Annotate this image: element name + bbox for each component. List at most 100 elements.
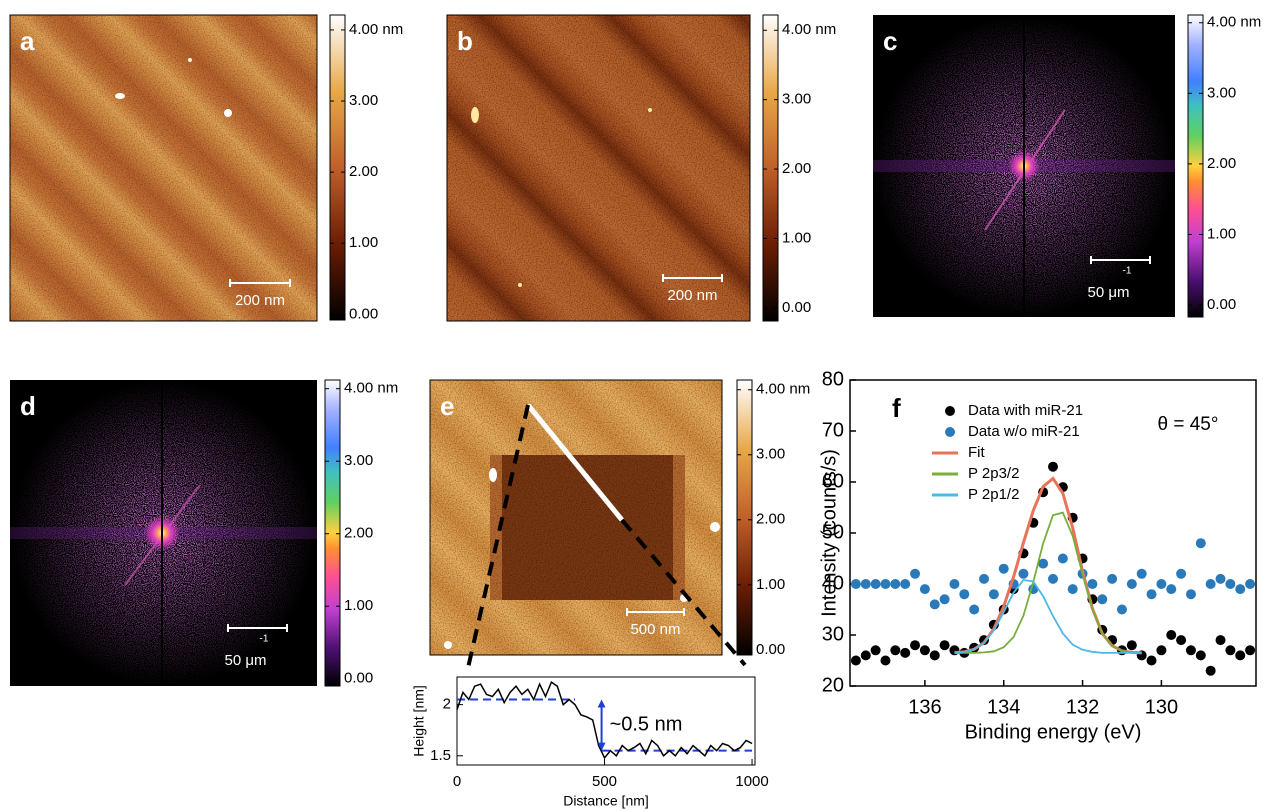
profile-line [456,680,753,760]
colorbar-tick-label: 3.00 [782,91,811,108]
data-point [1146,589,1157,600]
colorbar-tick-label: 2.00 [782,160,811,177]
data-point [1048,573,1058,584]
data-point [1245,579,1256,589]
colorbar-tick-label: 2.00 [756,511,785,528]
data-point [860,650,871,661]
y-tick-label: 20 [822,674,844,696]
colorbar [736,379,753,656]
data-point [939,640,950,651]
scale-bar-label: 200 nm [667,287,717,304]
colorbar-tick-label: 1.00 [782,229,811,246]
x-tick-label: 0 [453,773,461,790]
colorbar [1187,14,1204,318]
scale-bar-label: 50 μm [1088,284,1130,301]
data-point [1215,635,1226,646]
colorbar-tick-label: 1.00 [1207,225,1236,242]
plot-frame [456,676,756,766]
scale-bar-label: 200 nm [235,292,285,309]
data-point [1176,568,1187,579]
legend-label: P 2p1/2 [968,486,1019,503]
colorbar-tick-label: 1.00 [756,576,785,593]
colorbar-tick-label: 0.00 [756,641,785,658]
data-point [929,650,940,661]
colorbar [329,14,346,321]
colorbar-tick-label: 4.00 nm [756,381,810,398]
colorbar-tick-label: 4.00 nm [344,380,398,397]
fit-line [954,578,1142,654]
legend-swatch [945,406,955,416]
data-point [900,647,911,658]
data-point [850,655,861,666]
colorbar-tick-label: 2.00 [1207,155,1236,172]
y-tick-label: 30 [822,623,844,645]
data-point [1225,645,1236,656]
colorbar-tick-label: 3.00 [756,446,785,463]
data-point [860,579,871,589]
data-point [979,573,990,584]
data-point [1067,584,1078,595]
x-tick-label: 136 [908,696,941,718]
data-point [1116,604,1127,615]
y-tick-label: 40 [822,572,844,594]
panel-label: a [20,26,35,56]
x-tick-label: 1000 [735,773,768,790]
afm-image-e [429,379,723,656]
y-axis-label: Intensity (counts/s) [818,449,840,617]
colorbar-tick-label: 2.00 [344,525,373,542]
data-point [870,645,881,656]
data-point [870,579,881,589]
colorbar [324,379,341,687]
colorbar-tick-label: 2.00 [349,163,378,180]
data-point [1136,568,1147,579]
x-tick-label: 132 [1066,696,1099,718]
data-point [1126,640,1137,651]
data-point [1235,650,1246,661]
data-point [1048,461,1058,472]
legend-label: Data with miR-21 [968,402,1083,419]
colorbar-tick-label: 1.00 [344,597,373,614]
legend-label: P 2p3/2 [968,465,1019,482]
data-point [1185,645,1196,656]
scale-bar-label: 500 nm [630,621,680,638]
data-point [1038,558,1049,569]
data-point [1156,645,1167,656]
data-point [1166,630,1177,640]
data-point [929,599,940,610]
data-point [1166,584,1177,595]
data-point [1018,568,1029,579]
x-axis-label: Distance [nm] [563,793,649,809]
legend-label: Fit [968,444,985,461]
legend-label: Data w/o miR-21 [968,423,1080,440]
data-point [850,579,861,589]
data-point [1235,584,1246,595]
scale-bar-exponent: -1 [1123,266,1132,277]
data-point [1205,579,1216,589]
panel-label: b [457,26,473,56]
x-tick-label: 134 [987,696,1020,718]
y-tick-label: 50 [822,521,844,543]
fft-image-d [10,380,317,686]
colorbar-tick-label: 4.00 nm [782,21,836,38]
fit-line [954,476,1142,655]
data-point [1107,573,1118,584]
data-point [910,568,921,579]
y-tick-label: 1.5 [430,747,451,764]
fft-image-c [873,15,1175,317]
data-point [1195,538,1206,549]
data-point [919,645,930,656]
data-point [1225,579,1236,589]
data-point [880,579,891,589]
data-point [949,579,960,589]
afm-image-a [9,14,318,322]
colorbar-tick-label: 0.00 [1207,296,1236,313]
data-point [1057,553,1068,564]
x-axis-label: Binding energy (eV) [965,721,1142,743]
x-tick-label: 500 [592,773,617,790]
data-point [988,589,999,600]
data-point [890,645,901,656]
y-tick-label: 70 [822,419,844,441]
panel-label: e [440,391,454,421]
annotation: θ = 45° [1158,414,1219,435]
